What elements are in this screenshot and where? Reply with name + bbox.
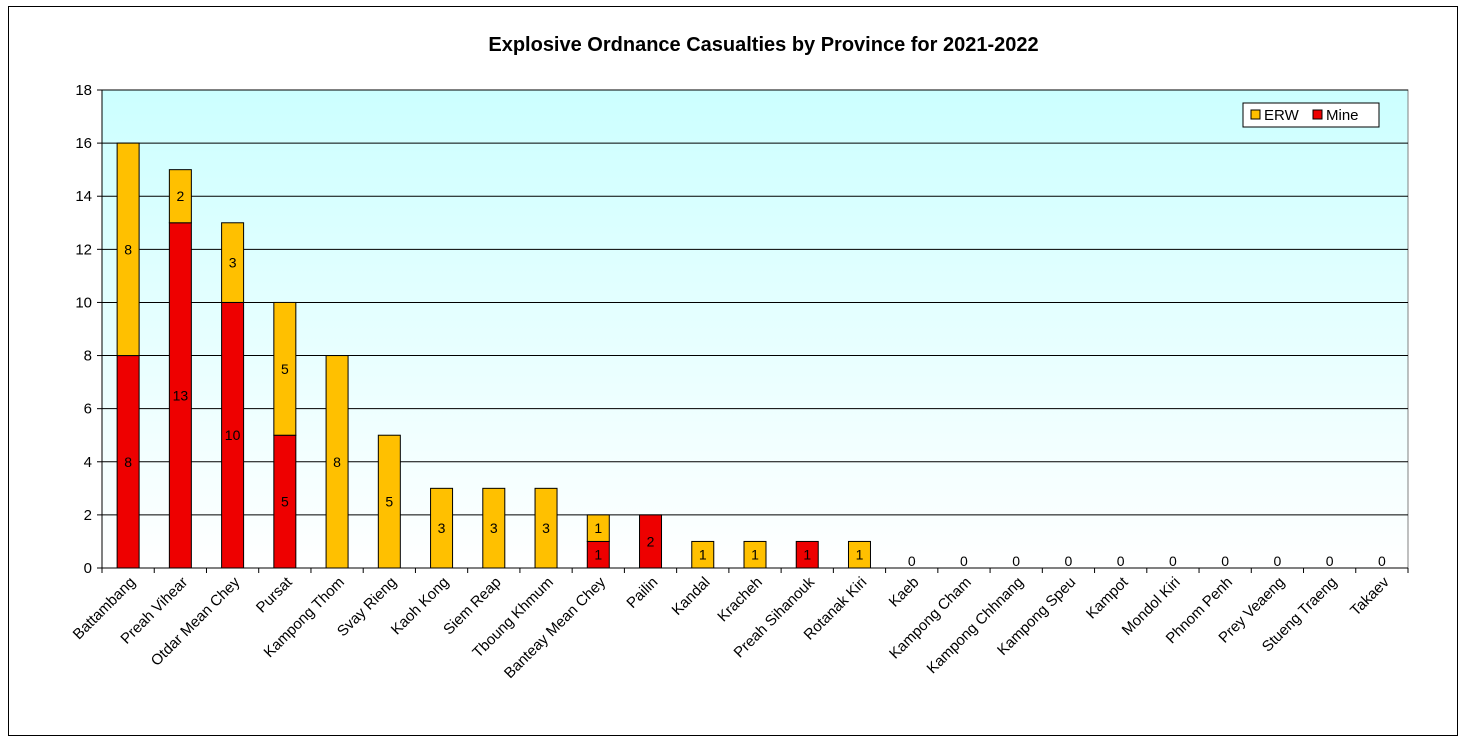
data-label-mine: 5	[281, 494, 289, 510]
y-tick-label: 6	[84, 401, 92, 418]
data-label-mine: 8	[124, 454, 132, 470]
data-label-zero: 0	[1274, 553, 1282, 569]
data-label-zero: 0	[1169, 553, 1177, 569]
bar-erw-3	[273, 301, 297, 436]
data-label-erw: 3	[490, 520, 498, 536]
data-label-mine: 1	[803, 547, 811, 563]
data-label-zero: 0	[1378, 553, 1386, 569]
bar-erw-2	[221, 222, 245, 303]
y-tick-label: 18	[75, 82, 92, 99]
legend-label-mine: Mine	[1326, 107, 1359, 124]
y-tick-label: 14	[75, 188, 92, 205]
data-label-zero: 0	[1012, 553, 1020, 569]
data-label-mine: 2	[647, 533, 655, 549]
legend-swatch-mine	[1312, 109, 1323, 120]
legend-box	[1242, 102, 1380, 128]
y-tick-label: 4	[84, 454, 92, 471]
data-label-mine: 1	[594, 547, 602, 563]
x-tick-label: Banteay Mean Chey	[501, 573, 609, 681]
data-label-zero: 0	[960, 553, 968, 569]
x-tick-label: Takaev	[1347, 573, 1393, 619]
legend-swatch-erw	[1250, 109, 1261, 120]
data-label-mine: 10	[225, 427, 241, 443]
legend-label-erw: ERW	[1264, 107, 1300, 124]
y-tick-label: 10	[75, 294, 92, 311]
x-tick-label: Otdar Mean Chey	[148, 573, 244, 669]
data-label-erw: 2	[176, 188, 184, 204]
data-label-erw: 1	[751, 547, 759, 563]
x-tick-label: Kaeb	[886, 574, 923, 611]
chart-title: Explosive Ordnance Casualties by Provinc…	[488, 34, 1039, 56]
x-tick-label: Kracheh	[714, 574, 766, 626]
x-tick-label: Kampot	[1083, 573, 1132, 622]
data-label-zero: 0	[908, 553, 916, 569]
data-label-zero: 0	[1221, 553, 1229, 569]
data-label-erw: 8	[124, 241, 132, 257]
bar-erw-0	[116, 142, 140, 357]
y-tick-label: 8	[84, 348, 92, 365]
y-tick-label: 16	[75, 135, 92, 152]
x-tick-label: Pursat	[253, 573, 296, 616]
x-tick-label: Kampong Chhnang	[924, 574, 1027, 677]
data-label-erw: 3	[542, 520, 550, 536]
y-tick-label: 12	[75, 241, 92, 258]
data-label-mine: 13	[173, 387, 189, 403]
data-label-erw: 3	[229, 255, 237, 271]
y-tick-label: 2	[84, 507, 92, 524]
data-label-zero: 0	[1117, 553, 1125, 569]
x-tick-label: Pailin	[623, 574, 661, 612]
x-tick-label: Kandal	[669, 574, 714, 619]
bar-erw-9	[586, 514, 610, 542]
y-tick-label: 0	[84, 560, 92, 577]
data-label-erw: 3	[438, 520, 446, 536]
bar-erw-1	[168, 169, 192, 224]
data-label-erw: 5	[385, 494, 393, 510]
data-label-erw: 1	[594, 520, 602, 536]
data-label-erw: 1	[699, 547, 707, 563]
data-label-zero: 0	[1065, 553, 1073, 569]
data-label-zero: 0	[1326, 553, 1334, 569]
data-label-erw: 1	[856, 547, 864, 563]
data-label-erw: 5	[281, 361, 289, 377]
plot-area	[101, 89, 1409, 569]
data-label-erw: 8	[333, 454, 341, 470]
